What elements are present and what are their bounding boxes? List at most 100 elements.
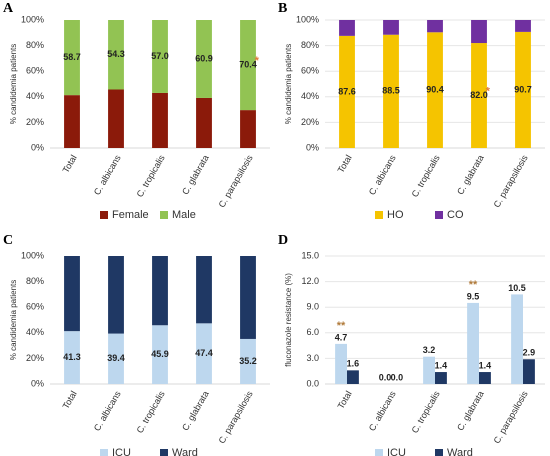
value-label: 60.9	[195, 53, 213, 63]
bar-segment	[339, 20, 355, 36]
x-tick-label: Total	[61, 389, 79, 410]
value-label: 1.6	[347, 359, 360, 369]
bar	[423, 356, 435, 384]
annotation: *	[255, 55, 260, 67]
value-label: 0.0	[379, 372, 392, 382]
legend-label: ICU	[112, 447, 131, 456]
bar-segment	[152, 20, 168, 93]
bar-segment	[64, 95, 80, 148]
bar-segment	[64, 256, 80, 332]
legend-swatch	[435, 449, 443, 456]
y-tick-label: 6.0	[306, 327, 319, 337]
value-label: 3.2	[423, 345, 436, 355]
y-tick-label: 12.0	[301, 276, 319, 286]
bar-segment	[427, 32, 443, 149]
bar-segment	[383, 34, 399, 148]
x-tick-label: C. tropicalis	[135, 389, 167, 435]
value-label: 82.0	[470, 90, 488, 100]
bar-segment	[427, 20, 443, 33]
bar-segment	[152, 256, 168, 326]
x-tick-label: C. parapsilosis	[492, 389, 530, 446]
y-tick-label: 3.0	[306, 353, 319, 363]
panel-letter: C	[3, 233, 13, 248]
legend-swatch	[160, 449, 168, 456]
bar	[467, 302, 479, 384]
value-label: 9.5	[467, 291, 480, 301]
x-tick-label: C. glabrata	[455, 153, 486, 196]
value-label: 0.0	[391, 372, 404, 382]
bar	[523, 359, 535, 384]
bar-segment	[196, 97, 212, 148]
x-tick-label: C. parapsilosis	[217, 153, 255, 210]
bar-segment	[108, 89, 124, 148]
x-tick-label: C. albicans	[92, 153, 123, 197]
y-tick-label: 60%	[26, 66, 44, 76]
y-tick-label: 0%	[306, 142, 319, 152]
bar	[435, 372, 447, 384]
y-tick-label: 80%	[26, 40, 44, 50]
value-label: 35.2	[239, 356, 257, 366]
x-tick-label: Total	[336, 389, 354, 410]
x-tick-label: C. albicans	[92, 389, 123, 433]
panel-letter: B	[278, 1, 287, 16]
y-axis-label: % candidemia patients	[284, 44, 293, 125]
y-tick-label: 60%	[301, 66, 319, 76]
value-label: 41.3	[63, 352, 81, 362]
bar-segment	[108, 256, 124, 334]
legend-label: Female	[112, 209, 149, 221]
x-tick-label: C. tropicalis	[410, 389, 442, 435]
legend-label: HO	[387, 209, 404, 221]
y-tick-label: 20%	[301, 117, 319, 127]
legend-label: CO	[447, 209, 464, 221]
value-label: 88.5	[382, 86, 400, 96]
y-tick-label: 40%	[26, 327, 44, 337]
value-label: 90.7	[514, 84, 532, 94]
bar-segment	[196, 20, 212, 98]
value-label: 87.6	[338, 86, 356, 96]
bar-segment	[64, 20, 80, 96]
annotation: **	[337, 320, 346, 332]
bar-segment	[196, 256, 212, 324]
bar	[335, 343, 347, 384]
x-tick-label: C. albicans	[367, 153, 398, 197]
value-label: 54.3	[107, 49, 125, 59]
bar-segment	[240, 20, 256, 111]
x-tick-label: C. glabrata	[180, 153, 211, 196]
bar	[347, 370, 359, 384]
bar-segment	[108, 333, 124, 384]
value-label: 47.4	[195, 348, 213, 358]
y-tick-label: 100%	[296, 14, 319, 24]
panel-letter: D	[278, 233, 288, 248]
bar-segment	[152, 92, 168, 148]
y-tick-label: 80%	[301, 40, 319, 50]
x-tick-label: Total	[61, 153, 79, 174]
legend-swatch	[435, 211, 443, 219]
legend-label: ICU	[387, 447, 406, 456]
legend-swatch	[100, 449, 108, 456]
value-label: 1.4	[435, 360, 448, 370]
value-label: 57.0	[151, 51, 169, 61]
x-tick-label: C. parapsilosis	[217, 389, 255, 446]
bar	[479, 372, 491, 384]
y-tick-label: 20%	[26, 353, 44, 363]
value-label: 4.7	[335, 332, 348, 342]
bar-segment	[196, 323, 212, 384]
bar-segment	[471, 20, 487, 44]
bar-segment	[108, 20, 124, 90]
y-tick-label: 40%	[26, 91, 44, 101]
bar-segment	[383, 20, 399, 35]
bar-segment	[471, 43, 487, 148]
value-label: 39.4	[107, 353, 125, 363]
legend-swatch	[160, 211, 168, 219]
y-tick-label: 80%	[26, 276, 44, 286]
x-tick-label: Total	[336, 153, 354, 174]
y-tick-label: 0%	[31, 378, 44, 388]
x-tick-label: C. glabrata	[180, 389, 211, 432]
y-tick-label: 0%	[31, 142, 44, 152]
y-tick-label: 100%	[21, 250, 44, 260]
bar	[511, 294, 523, 384]
bar-segment	[515, 20, 531, 32]
bar-segment	[515, 31, 531, 148]
y-axis-label: fluconazole resistance (%)	[284, 273, 293, 367]
y-tick-label: 40%	[301, 91, 319, 101]
